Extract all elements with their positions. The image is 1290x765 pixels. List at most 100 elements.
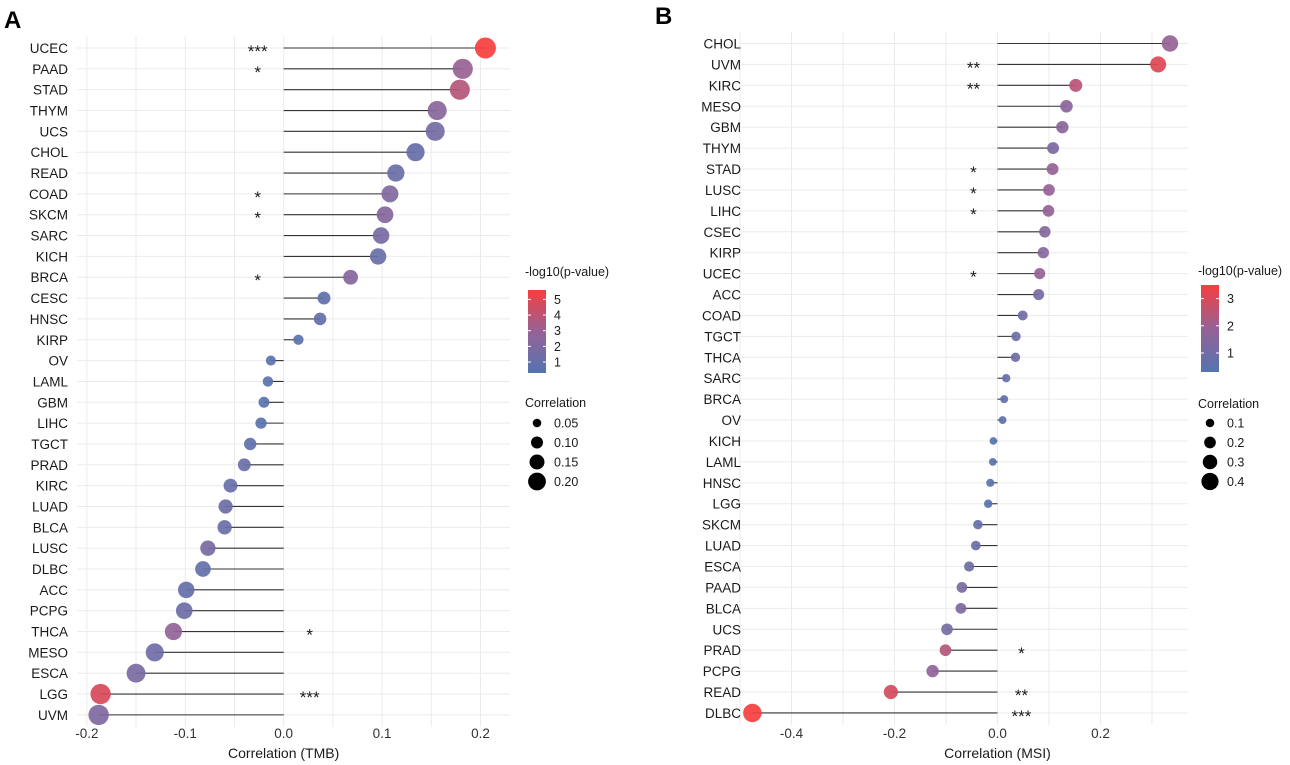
- data-point: [971, 540, 981, 551]
- y-tick-label: CHOL: [703, 37, 741, 52]
- y-tick-label: KIRP: [709, 246, 741, 261]
- color-legend-bar: [528, 290, 546, 373]
- data-point: [218, 499, 233, 514]
- color-legend-label: 1: [554, 356, 561, 370]
- y-tick-label: SKCM: [29, 208, 68, 223]
- y-tick-label: LAML: [706, 455, 742, 470]
- data-point: [449, 79, 470, 100]
- data-point: [986, 478, 995, 487]
- y-tick-label: PAAD: [32, 62, 68, 77]
- data-point: [175, 602, 193, 620]
- color-legend: -log10(p-value) 1 2 3: [1198, 264, 1282, 372]
- y-tick-label: SARC: [703, 371, 741, 386]
- color-legend-label: 1: [1227, 346, 1234, 360]
- y-tick-label: LUAD: [705, 539, 741, 554]
- color-legend-title: -log10(p-value): [1198, 264, 1282, 278]
- significance-label: *: [970, 205, 977, 224]
- data-point: [926, 664, 939, 678]
- panel-label: B: [655, 3, 672, 30]
- significance-label: ***: [248, 42, 268, 61]
- data-point: [988, 458, 997, 466]
- data-point: [941, 623, 953, 636]
- color-legend-label: 4: [554, 309, 561, 323]
- x-tick-label: 0.2: [1091, 726, 1110, 741]
- data-point: [427, 100, 447, 121]
- data-point: [1017, 310, 1028, 321]
- y-tick-label: PRAD: [703, 643, 741, 658]
- data-point: [258, 396, 270, 408]
- data-point: [883, 684, 898, 700]
- data-point: [955, 602, 967, 614]
- panel-label: A: [4, 7, 21, 34]
- size-legend-label: 0.4: [1227, 475, 1244, 489]
- y-tick-label: DLBC: [705, 706, 741, 721]
- significance-label: ***: [300, 688, 320, 707]
- data-point: [177, 581, 195, 599]
- size-legend-dot: [529, 454, 545, 470]
- y-tick-label: ACC: [712, 288, 741, 303]
- data-point: [376, 206, 394, 224]
- y-tick-label: HNSC: [30, 312, 69, 327]
- y-tick-label: TGCT: [31, 437, 68, 452]
- y-tick-label: BRCA: [703, 392, 741, 407]
- data-point: [1056, 120, 1069, 134]
- y-tick-label: GBM: [710, 120, 741, 135]
- data-point: [983, 499, 993, 508]
- size-legend-dot: [1205, 418, 1215, 428]
- size-legend-dot: [532, 418, 542, 428]
- data-point: [381, 185, 399, 203]
- color-legend-title: -log10(p-value): [525, 265, 609, 279]
- y-tick-label: KICH: [36, 249, 68, 264]
- y-tick-label: UCEC: [703, 267, 742, 282]
- x-tick-label: -0.4: [780, 726, 804, 741]
- significance-label: ***: [1012, 707, 1032, 726]
- data-point: [1042, 205, 1055, 217]
- y-tick-label: BLCA: [706, 601, 741, 616]
- data-point: [255, 417, 267, 429]
- x-axis-title: Correlation (MSI): [944, 745, 1051, 761]
- y-tick-label: PAAD: [705, 580, 741, 595]
- data-point: [474, 37, 496, 59]
- color-legend-label: 2: [554, 340, 561, 354]
- data-point: [973, 519, 983, 530]
- data-point: [964, 561, 975, 572]
- significance-label: *: [254, 63, 261, 82]
- data-point: [1069, 78, 1083, 92]
- size-legend-dot: [528, 472, 546, 491]
- data-point: [369, 248, 387, 265]
- significance-label: *: [970, 184, 977, 203]
- x-tick-label: 0.0: [274, 726, 293, 741]
- x-tick-label: 0.2: [471, 726, 490, 741]
- size-legend-dot: [1202, 454, 1218, 470]
- data-point: [200, 540, 216, 556]
- color-legend-bar: [1201, 285, 1219, 372]
- size-legend-label: 0.10: [554, 436, 578, 450]
- y-tick-label: LIHC: [710, 204, 741, 219]
- y-tick-label: TGCT: [704, 329, 741, 344]
- y-tick-label: UCS: [39, 124, 68, 139]
- y-tick-label: STAD: [706, 162, 741, 177]
- data-point: [1033, 288, 1045, 301]
- data-point: [195, 561, 211, 577]
- data-point: [387, 164, 405, 182]
- data-point: [1010, 352, 1021, 362]
- data-point: [145, 643, 164, 662]
- y-tick-label: THCA: [31, 625, 68, 640]
- data-point: [743, 703, 762, 723]
- y-tick-label: LUAD: [32, 499, 68, 514]
- size-legend-dot: [1201, 472, 1219, 491]
- significance-label: *: [970, 163, 977, 182]
- panel-a: A -0.2 -0.1 0.0 0.1 0.2 Correlation (TMB) UCEC *…: [4, 7, 609, 761]
- y-tick-label: UVM: [711, 57, 741, 72]
- x-tick-label: -0.1: [174, 726, 197, 741]
- y-tick-label: STAD: [33, 83, 68, 98]
- y-tick-label: ESCA: [31, 666, 68, 681]
- data-point: [126, 663, 146, 683]
- y-tick-label: SARC: [30, 229, 68, 244]
- color-legend-label: 5: [554, 293, 561, 307]
- data-point: [262, 376, 274, 387]
- data-point: [343, 269, 358, 285]
- size-legend-label: 0.15: [554, 456, 578, 470]
- color-legend-label: 3: [1227, 292, 1234, 306]
- significance-label: *: [254, 209, 261, 228]
